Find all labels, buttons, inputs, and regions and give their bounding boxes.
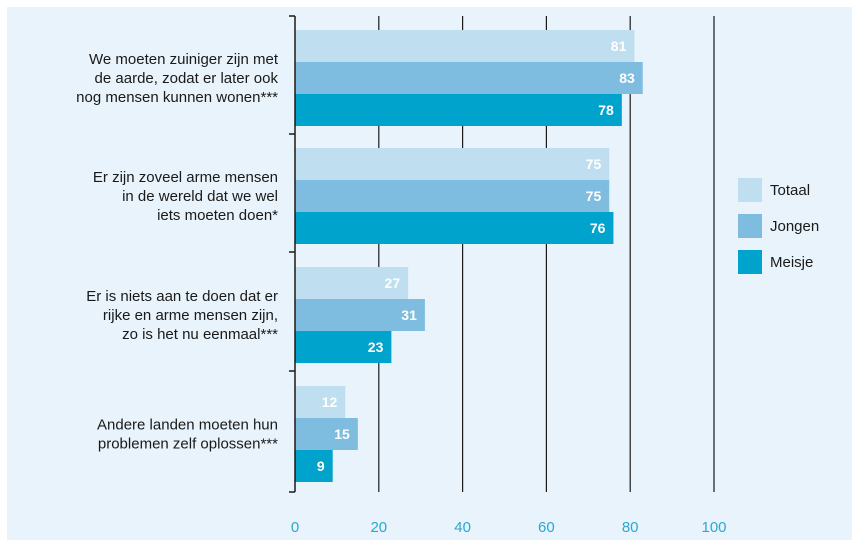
bar: [295, 299, 425, 331]
x-tick-label: 0: [291, 519, 299, 536]
x-tick-label: 40: [454, 519, 471, 536]
legend-swatch: [738, 178, 762, 202]
legend-label: Meisje: [770, 254, 813, 271]
legend-label: Jongen: [770, 218, 819, 235]
bar-value-label: 9: [317, 458, 325, 474]
bar-value-label: 27: [385, 275, 401, 291]
bar: [295, 267, 409, 299]
bar: [295, 30, 635, 62]
bar: [295, 94, 622, 126]
bar: [295, 331, 392, 363]
legend-swatch: [738, 214, 762, 238]
bar-value-label: 83: [619, 70, 635, 86]
x-tick-label: 60: [538, 519, 555, 536]
bar-value-label: 78: [598, 102, 614, 118]
bar-value-label: 75: [586, 156, 602, 172]
bar: [295, 180, 610, 212]
bar-value-label: 31: [401, 307, 417, 323]
bar: [295, 62, 643, 94]
category-label: Er is niets aan te doen dat er rijke en a…: [86, 288, 278, 343]
bar-value-label: 75: [586, 188, 602, 204]
category-label: We moeten zuiniger zijn met de aarde, zod…: [76, 51, 279, 106]
legend-label: Totaal: [770, 182, 810, 199]
bar-value-label: 76: [590, 220, 606, 236]
bar-value-label: 12: [322, 394, 338, 410]
bar: [295, 386, 346, 418]
x-tick-label: 100: [701, 519, 726, 536]
x-tick-label: 20: [370, 519, 387, 536]
bar-value-label: 81: [611, 38, 627, 54]
bar: [295, 418, 358, 450]
category-label: Andere landen moeten hun problemen zelf o…: [97, 417, 278, 453]
bar-value-label: 23: [368, 339, 384, 355]
x-tick-label: 80: [622, 519, 639, 536]
bar: [295, 148, 610, 180]
bar-value-label: 15: [334, 426, 350, 442]
legend-swatch: [738, 250, 762, 274]
bar: [295, 450, 333, 482]
bar: [295, 212, 614, 244]
category-label: Er zijn zoveel arme mensen in de wereld d…: [93, 169, 278, 224]
